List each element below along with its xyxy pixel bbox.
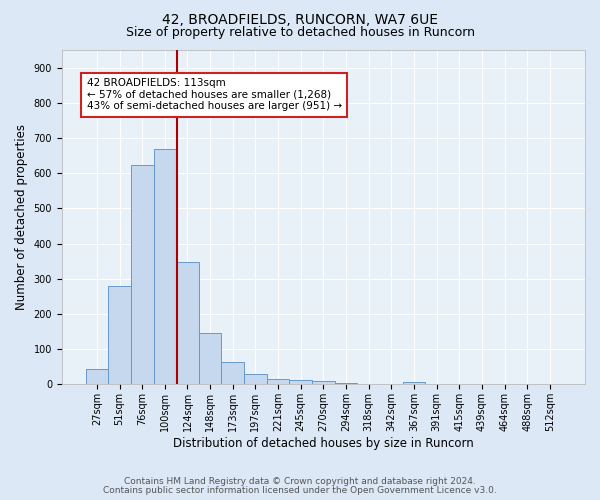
- Text: Contains HM Land Registry data © Crown copyright and database right 2024.: Contains HM Land Registry data © Crown c…: [124, 477, 476, 486]
- Text: 42 BROADFIELDS: 113sqm
← 57% of detached houses are smaller (1,268)
43% of semi-: 42 BROADFIELDS: 113sqm ← 57% of detached…: [86, 78, 342, 112]
- Bar: [244, 374, 267, 384]
- Text: Contains public sector information licensed under the Open Government Licence v3: Contains public sector information licen…: [103, 486, 497, 495]
- Bar: [154, 148, 176, 384]
- Bar: [176, 262, 199, 384]
- Bar: [312, 381, 335, 384]
- X-axis label: Distribution of detached houses by size in Runcorn: Distribution of detached houses by size …: [173, 437, 474, 450]
- Bar: [86, 370, 108, 384]
- Text: Size of property relative to detached houses in Runcorn: Size of property relative to detached ho…: [125, 26, 475, 39]
- Bar: [403, 382, 425, 384]
- Bar: [267, 379, 289, 384]
- Bar: [335, 382, 358, 384]
- Bar: [199, 334, 221, 384]
- Text: 42, BROADFIELDS, RUNCORN, WA7 6UE: 42, BROADFIELDS, RUNCORN, WA7 6UE: [162, 12, 438, 26]
- Bar: [108, 286, 131, 384]
- Y-axis label: Number of detached properties: Number of detached properties: [15, 124, 28, 310]
- Bar: [289, 380, 312, 384]
- Bar: [131, 166, 154, 384]
- Bar: [221, 362, 244, 384]
